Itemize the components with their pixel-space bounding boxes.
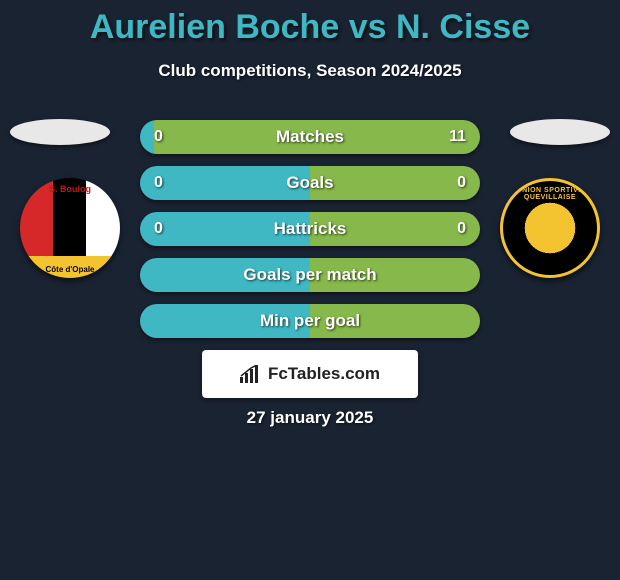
player1-name: Aurelien Boche (90, 8, 339, 46)
badge-right-text: UNION SPORTIVE QUEVILLAISE (503, 187, 597, 201)
vs-text: vs (349, 8, 387, 46)
player2-club-badge: UNION SPORTIVE QUEVILLAISE (500, 178, 600, 278)
player2-flag (510, 119, 610, 145)
stat-label: Min per goal (140, 311, 480, 331)
badge-left-bottom-text: Côte d'Opale (20, 265, 120, 274)
brand-text: FcTables.com (268, 364, 380, 384)
player1-club-badge: S. Boulog Côte d'Opale (20, 178, 120, 278)
stat-row: Matches0 11 (140, 120, 480, 154)
bar-chart-icon (240, 365, 262, 383)
brand-box: FcTables.com (202, 350, 418, 398)
date-text: 27 january 2025 (0, 408, 620, 428)
subtitle: Club competitions, Season 2024/2025 (0, 61, 620, 81)
player1-flag (10, 119, 110, 145)
stat-value-right: 11 (449, 128, 466, 146)
page-title: Aurelien Boche vs N. Cisse (0, 0, 620, 47)
stat-value-left: 0 (154, 128, 163, 146)
badge-left-top-text: S. Boulog (20, 184, 120, 194)
player2-name: N. Cisse (396, 8, 530, 46)
stat-row: Min per goal (140, 304, 480, 338)
stat-label: Matches (140, 127, 480, 147)
club-badges-row: S. Boulog Côte d'Opale UNION SPORTIVE QU… (0, 178, 620, 278)
